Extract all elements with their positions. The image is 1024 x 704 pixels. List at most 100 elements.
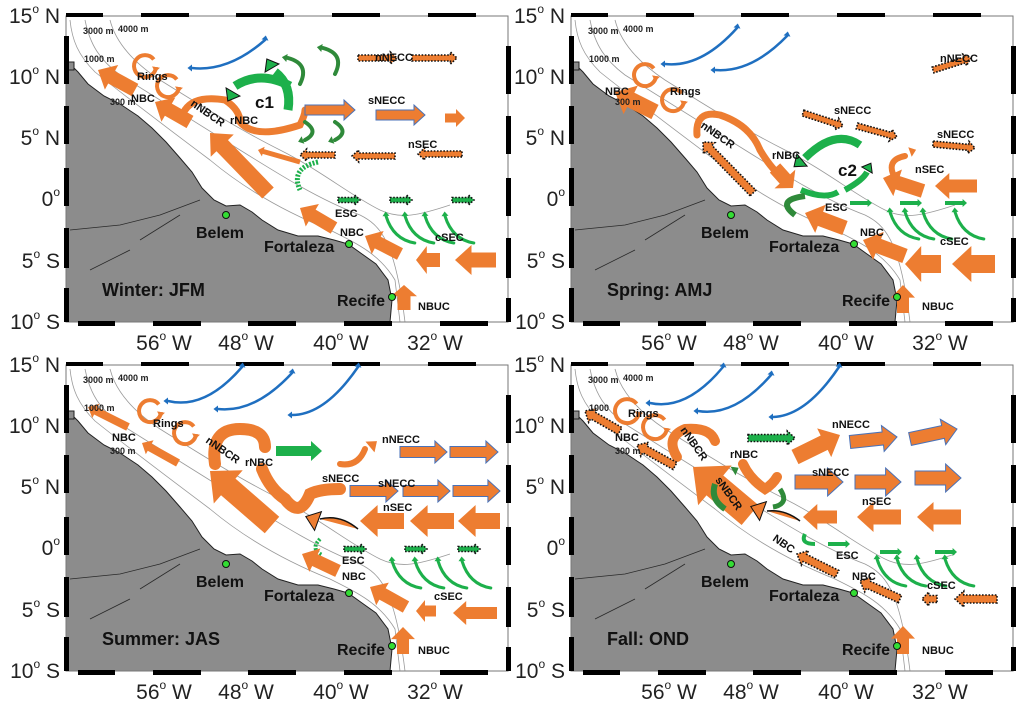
- current-label: NBC: [615, 432, 639, 444]
- city-marker-fortaleza: [345, 589, 353, 597]
- city-label: Belem: [701, 574, 749, 591]
- y-axis-tick-label: 0o: [41, 185, 60, 211]
- x-axis-tick-label: 56o W: [641, 678, 697, 704]
- current-label: cSEC: [927, 580, 956, 592]
- bathymetry-label: 3000 m: [588, 375, 619, 385]
- y-axis-tick-label: 10o N: [513, 63, 565, 89]
- x-axis-tick-label: 40o W: [313, 329, 369, 355]
- map-canvas: 3000 m 4000 m 1000 m 300 m Belem Fortaleza Rec…: [64, 13, 511, 326]
- y-axis-tick-label: 10o S: [10, 308, 60, 334]
- x-axis-tick-label: 48o W: [218, 329, 274, 355]
- current-label: nNECC: [375, 52, 413, 64]
- bathymetry-label: 4000 m: [118, 373, 149, 383]
- x-axis-tick-label: 40o W: [313, 678, 369, 704]
- y-axis-tick-label: 0o: [41, 534, 60, 560]
- current-label: NBC: [112, 432, 136, 444]
- x-axis-tick-label: 48o W: [218, 678, 274, 704]
- current-label: Rings: [628, 408, 659, 420]
- current-label: NBUC: [922, 645, 954, 657]
- map-canvas: 3000 m 4000 m 1000 m 300 m Belem Fortaleza Rec…: [64, 362, 511, 675]
- bathymetry-label: 300 m: [110, 97, 136, 107]
- city-label: Recife: [842, 293, 890, 310]
- city-marker-recife: [388, 293, 396, 301]
- city-label: Recife: [842, 642, 890, 659]
- city-marker-belem: [727, 211, 735, 219]
- current-label: NBUC: [418, 301, 450, 313]
- current-label: cSEC: [435, 232, 464, 244]
- current-label: nNECC: [832, 419, 870, 431]
- current-label: ESC: [335, 208, 358, 220]
- x-axis-tick-label: 32o W: [912, 678, 968, 704]
- y-axis-tick-label: 15o N: [8, 351, 60, 377]
- current-label: c1: [255, 93, 274, 112]
- current-label: sNECC: [378, 478, 415, 490]
- bathymetry-label: 1000: [589, 403, 609, 413]
- y-axis-tick-label: 5o N: [20, 124, 60, 150]
- y-axis-tick-label: 5o N: [525, 124, 565, 150]
- y-axis-tick-label: 10o S: [515, 308, 565, 334]
- x-axis-tick-label: 56o W: [641, 329, 697, 355]
- x-axis-tick-label: 48o W: [723, 329, 779, 355]
- current-label: cSEC: [434, 591, 463, 603]
- bathymetry-label: 4000 m: [623, 24, 654, 34]
- city-marker-belem: [222, 211, 230, 219]
- current-label: NBUC: [922, 301, 954, 313]
- city-label: Fortaleza: [769, 588, 839, 605]
- bathymetry-label: 4000 m: [623, 373, 654, 383]
- bathymetry-label: 300 m: [615, 97, 641, 107]
- city-marker-fortaleza: [345, 240, 353, 248]
- current-label: NBC: [605, 86, 629, 98]
- map-panel-winter: 3000 m 4000 m 1000 m 300 m Belem Fortaleza Rec…: [0, 0, 512, 354]
- land-mass: [65, 410, 393, 672]
- map-panel-spring: 3000 m 4000 m 1000 m 300 m Belem Fortaleza Rec…: [505, 0, 1017, 354]
- y-axis-tick-label: 15o N: [513, 351, 565, 377]
- current-label: NBC: [342, 571, 366, 583]
- current-label: rNBC: [245, 457, 273, 469]
- current-label: nNECC: [382, 434, 420, 446]
- current-label: Rings: [670, 86, 701, 98]
- bathymetry-label: 3000 m: [588, 26, 619, 36]
- season-label: Spring: AMJ: [607, 280, 712, 300]
- y-axis-tick-label: 10o S: [515, 657, 565, 683]
- current-label: Rings: [153, 418, 184, 430]
- city-label: Fortaleza: [264, 588, 334, 605]
- current-label: NBC: [860, 227, 884, 239]
- x-axis-tick-label: 40o W: [818, 678, 874, 704]
- bathymetry-label: 3000 m: [83, 26, 114, 36]
- current-label: NBC: [340, 227, 364, 239]
- current-label: ESC: [825, 202, 848, 214]
- city-label: Recife: [337, 642, 385, 659]
- current-arrows: [87, 362, 501, 654]
- x-axis-tick-label: 32o W: [407, 678, 463, 704]
- city-marker-belem: [222, 560, 230, 568]
- season-label: Fall: OND: [607, 629, 689, 649]
- current-label: nSEC: [862, 496, 891, 508]
- current-label: NBC: [852, 571, 876, 583]
- y-axis-tick-label: 15o N: [8, 2, 60, 28]
- x-axis-tick-label: 32o W: [912, 329, 968, 355]
- x-axis-tick-label: 32o W: [407, 329, 463, 355]
- bathymetry-label: 1000 m: [589, 54, 620, 64]
- land-mass: [65, 61, 393, 323]
- x-axis-tick-label: 56o W: [136, 329, 192, 355]
- city-label: Recife: [337, 293, 385, 310]
- season-label: Summer: JAS: [102, 629, 220, 649]
- map-canvas: 3000 m 4000 m 1000 m 300 m Belem Fortaleza Rec…: [569, 13, 1016, 326]
- bathymetry-label: 1000 m: [84, 54, 115, 64]
- current-arrows: [614, 23, 995, 313]
- city-label: Belem: [196, 574, 244, 591]
- current-label: sNECC: [368, 95, 405, 107]
- current-label: sNECC: [834, 105, 871, 117]
- bathymetry-label: 4000 m: [118, 24, 149, 34]
- y-axis-tick-label: 5o N: [20, 473, 60, 499]
- land-mass: [570, 410, 898, 672]
- city-marker-fortaleza: [850, 240, 858, 248]
- current-label: ESC: [342, 555, 365, 567]
- city-marker-recife: [893, 293, 901, 301]
- current-label: Rings: [137, 71, 168, 83]
- x-axis-tick-label: 48o W: [723, 678, 779, 704]
- current-label: sNECC: [322, 473, 359, 485]
- current-label: rNBC: [730, 449, 758, 461]
- current-label: nNECC: [940, 53, 978, 65]
- city-marker-recife: [388, 642, 396, 650]
